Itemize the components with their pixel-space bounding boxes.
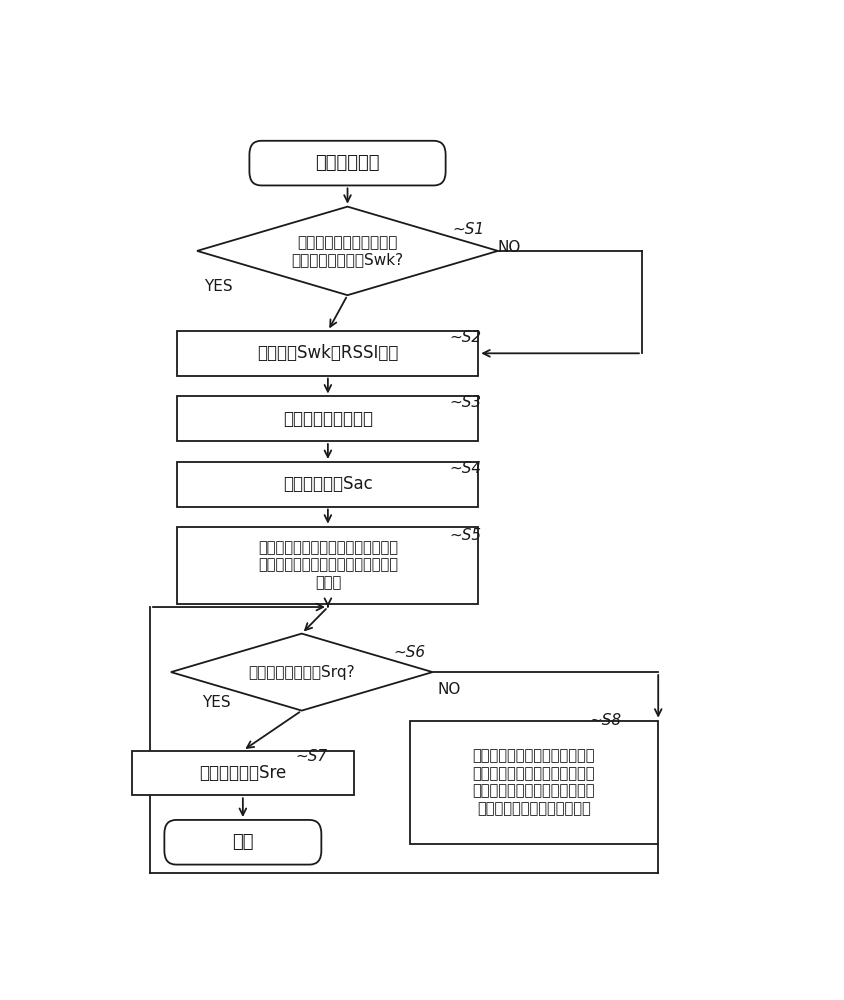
Text: 是否有多个天线接收到能
够识别的唤醒信号Swk?: 是否有多个天线接收到能 够识别的唤醒信号Swk? — [291, 235, 403, 267]
Bar — [132, 751, 354, 795]
Text: NO: NO — [438, 682, 461, 697]
Text: 决定天线的切换顺序: 决定天线的切换顺序 — [283, 410, 373, 428]
Text: 唤醒信号Swk的RSSI判定: 唤醒信号Swk的RSSI判定 — [257, 344, 398, 362]
Text: 根据切换顺序，把一个天线保持在待
机状态，而把其它的天线切换到非待
机状态: 根据切换顺序，把一个天线保持在待 机状态，而把其它的天线切换到非待 机状态 — [258, 540, 398, 590]
Bar — [177, 396, 479, 441]
Text: ~S7: ~S7 — [295, 749, 327, 764]
Text: 能夠识别请求信号Srq?: 能夠识别请求信号Srq? — [248, 665, 355, 680]
FancyBboxPatch shape — [250, 141, 446, 185]
Polygon shape — [197, 207, 498, 295]
Text: 接收无线信号: 接收无线信号 — [316, 154, 380, 172]
Text: YES: YES — [203, 279, 232, 294]
Bar — [177, 527, 479, 604]
Text: NO: NO — [498, 240, 522, 255]
Text: YES: YES — [203, 695, 231, 710]
Text: 发送确认信号Sac: 发送确认信号Sac — [283, 475, 373, 493]
FancyBboxPatch shape — [165, 820, 322, 865]
Text: 发送响应信号Sre: 发送响应信号Sre — [199, 764, 286, 782]
Text: ~S3: ~S3 — [449, 395, 481, 410]
Text: ~S8: ~S8 — [589, 713, 622, 728]
Text: ~S6: ~S6 — [393, 645, 425, 660]
Text: ~S4: ~S4 — [449, 461, 481, 476]
Bar — [177, 331, 479, 376]
Polygon shape — [170, 634, 433, 711]
Bar — [409, 721, 658, 844]
Text: 根据切换顺序，把处于非待机状
态的二个天线中的其中一个切换
到待机状态，并把一直处于待机
状态的天线切换到非待机状态: 根据切换顺序，把处于非待机状 态的二个天线中的其中一个切换 到待机状态，并把一直… — [473, 749, 595, 816]
Bar — [177, 462, 479, 507]
Text: ~S1: ~S1 — [452, 222, 484, 237]
Text: ~S5: ~S5 — [449, 528, 481, 543]
Text: ~S2: ~S2 — [449, 330, 481, 345]
Text: 开始: 开始 — [232, 833, 253, 851]
